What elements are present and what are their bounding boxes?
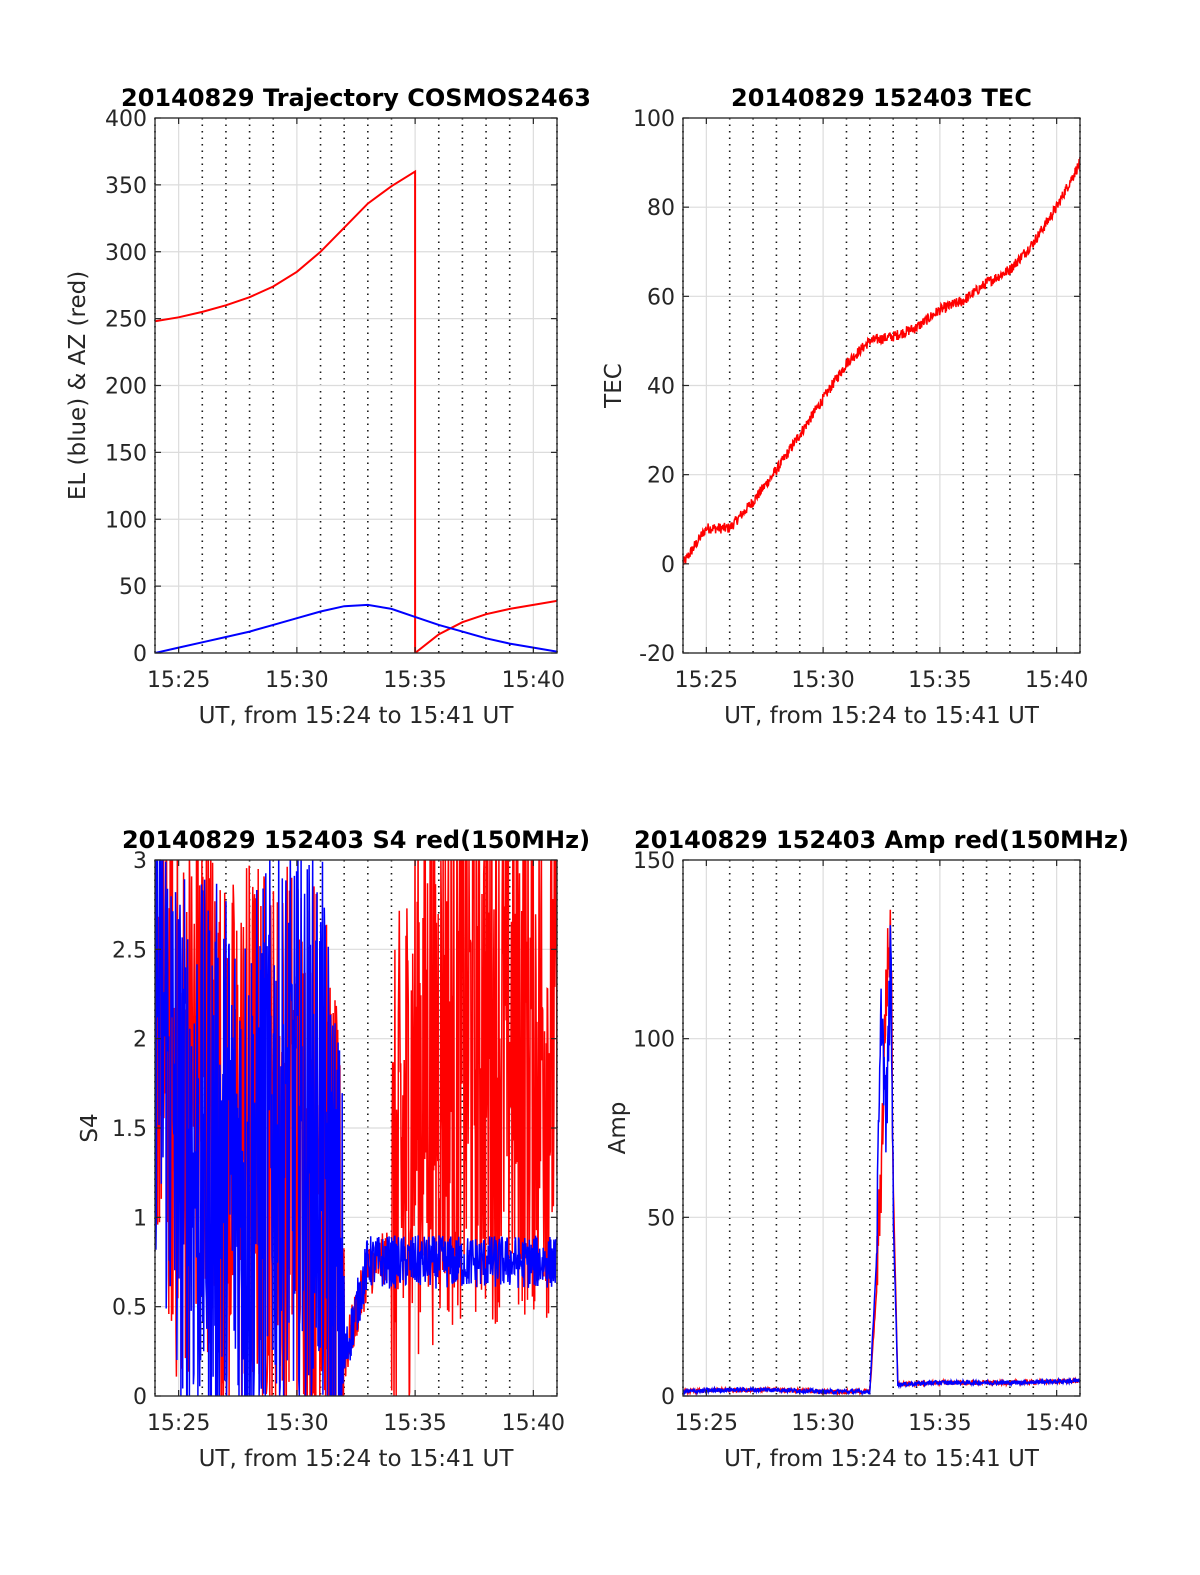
x-tick-label: 15:40 [1025,1411,1088,1436]
y-tick-label: 60 [647,285,675,310]
y-tick-label: 1.5 [112,1117,147,1142]
y-tick-label: 150 [105,441,147,466]
y-tick-label: 250 [105,308,147,333]
axes-box [682,859,1081,1397]
y-tick-label: 80 [647,196,675,221]
x-axis-label: UT, from 15:24 to 15:41 UT [199,703,515,729]
series-group [683,157,1080,566]
y-tick-label: 100 [105,508,147,533]
y-axis-label: Amp [605,1102,631,1155]
x-tick-label: 15:30 [791,1411,854,1436]
y-tick-label: 0 [661,553,675,578]
y-tick-label: 200 [105,375,147,400]
y-tick-label: 3 [133,849,147,874]
y-tick-label: 20 [647,464,675,489]
x-axis-label: UT, from 15:24 to 15:41 UT [724,1446,1040,1472]
x-tick-label: 15:30 [265,668,328,693]
y-tick-label: 0.5 [112,1296,147,1321]
y-tick-label: 1 [133,1206,147,1231]
chart-1: 15:25 15:30 15:35 15:40 0 50 100 150 200 250 300 35… [65,84,591,729]
chart-title: 20140829 152403 Amp red(150MHz) [634,826,1129,854]
y-tick-label: 400 [105,107,147,132]
y-axis-label: EL (blue) & AZ (red) [65,271,91,500]
y-tick-label: 100 [633,107,675,132]
x-tick-label: 15:30 [791,668,854,693]
series-line-2 [155,603,557,653]
chart-title: 20140829 Trajectory COSMOS2463 [121,84,591,112]
x-tick-label: 15:40 [502,668,565,693]
x-axis-label: UT, from 15:24 to 15:41 UT [199,1446,515,1472]
x-tick-label: 15:25 [675,1411,738,1436]
x-tick-label: 15:35 [383,1411,446,1436]
y-tick-label: 0 [133,1385,147,1410]
series-group [683,909,1080,1396]
y-tick-label: 40 [647,375,675,400]
series-group [155,169,557,653]
series-line-1 [683,157,1080,566]
y-tick-label: 50 [647,1206,675,1231]
x-tick-label: 15:35 [908,668,971,693]
y-axis-label: S4 [77,1113,103,1142]
y-tick-label: 2.5 [112,938,147,963]
x-tick-label: 15:35 [908,1411,971,1436]
y-tick-label: 300 [105,241,147,266]
x-tick-label: 15:40 [1025,668,1088,693]
y-tick-label: 2 [133,1028,147,1053]
chart-3: 15:25 15:30 15:35 15:40 0 0.5 1 1.5 2 2.5 32014082… [77,826,590,1472]
chart-title: 20140829 152403 S4 red(150MHz) [122,826,590,854]
x-axis-label: UT, from 15:24 to 15:41 UT [724,703,1040,729]
series-line-1 [683,909,1080,1396]
y-tick-label: 350 [105,174,147,199]
series-line-1 [155,169,557,653]
y-axis-label: TEC [601,363,627,409]
y-tick-label: 100 [633,1028,675,1053]
y-tick-label: 150 [633,849,675,874]
series-group [155,860,557,1396]
x-tick-label: 15:25 [675,668,738,693]
series-line-2 [683,925,1080,1396]
y-tick-label: 0 [661,1385,675,1410]
x-tick-label: 15:25 [147,1411,210,1436]
series-line-2 [155,860,557,1396]
x-tick-label: 15:40 [502,1411,565,1436]
x-tick-label: 15:30 [265,1411,328,1436]
chart-2: 15:25 15:30 15:35 15:40 -20 0 20 40 60 80 100 20140… [601,84,1088,729]
x-tick-label: 15:35 [383,668,446,693]
chart-title: 20140829 152403 TEC [731,84,1032,112]
y-tick-label: 0 [133,642,147,667]
x-tick-label: 15:25 [147,668,210,693]
y-tick-label: -20 [639,642,675,667]
y-tick-label: 50 [119,575,147,600]
